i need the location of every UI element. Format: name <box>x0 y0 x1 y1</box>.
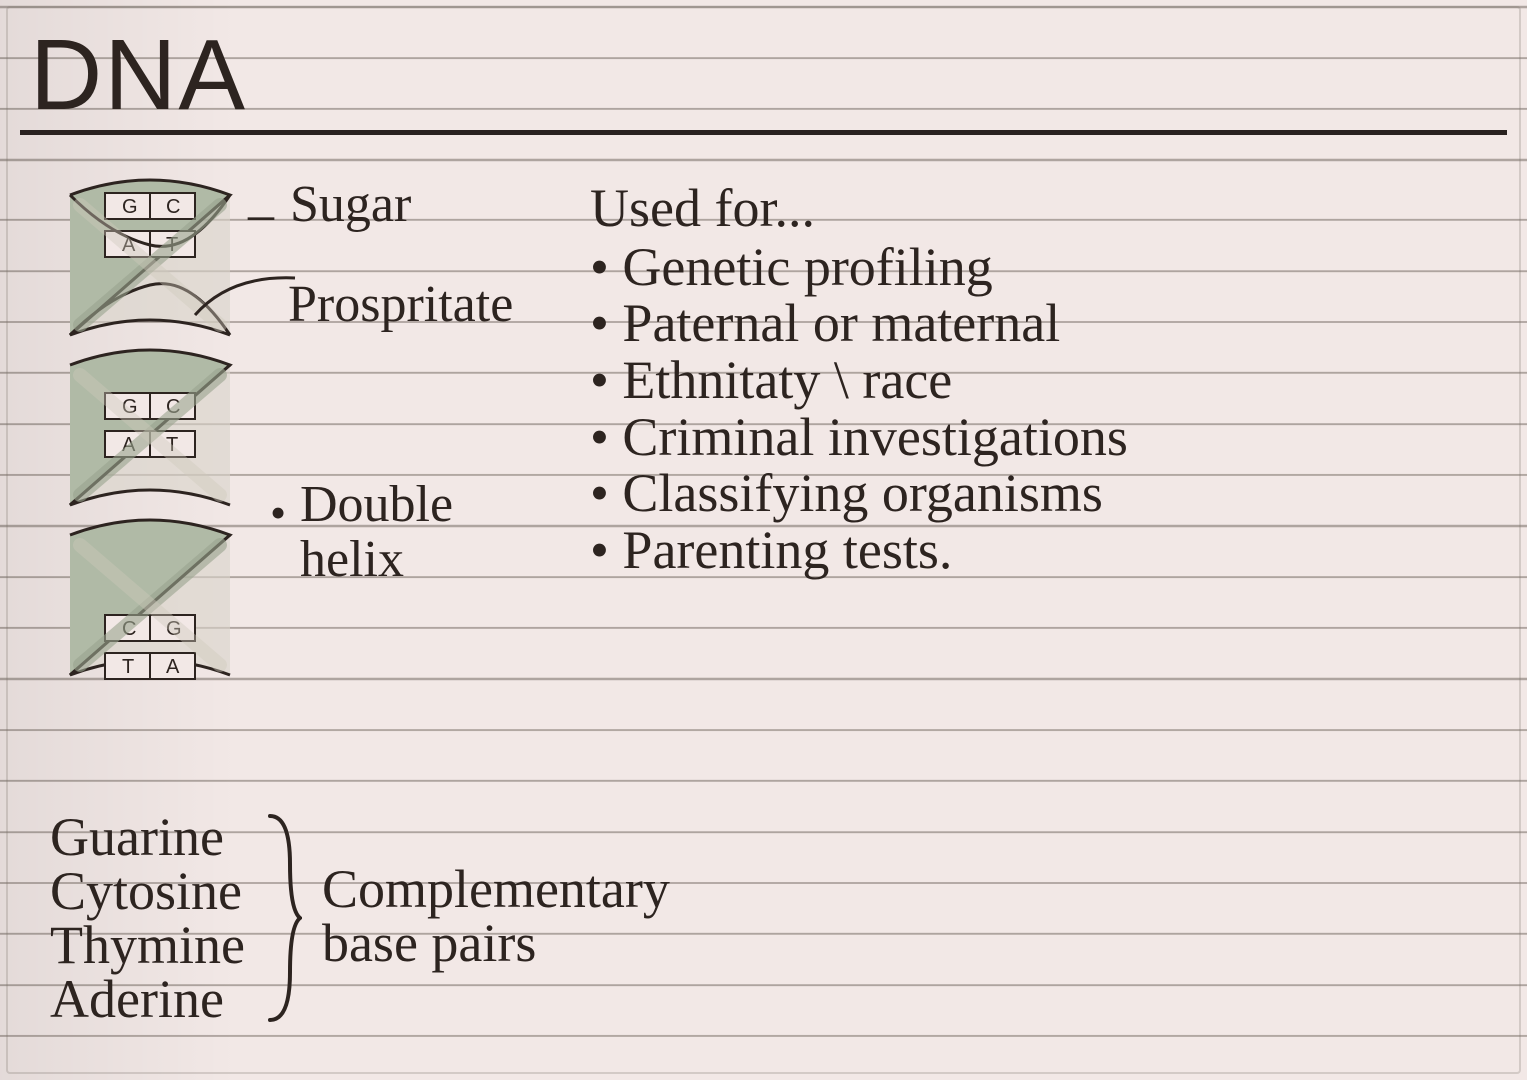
base-name: Thymine <box>50 918 245 972</box>
double-helix-leader: • <box>270 486 286 539</box>
phosphate-leader <box>190 270 300 330</box>
sugar-leader: – <box>248 185 274 244</box>
sugar-label: Sugar <box>290 178 411 233</box>
note-card: DNA G C A T <box>0 0 1527 1080</box>
rung-6-right: A <box>166 656 181 678</box>
helix-segment-3: C G T A <box>70 520 230 679</box>
uses-list: Genetic profiling Paternal or maternal E… <box>590 239 1128 579</box>
rung-1-left: G <box>122 196 140 218</box>
dna-helix-diagram: G C A T <box>50 175 250 705</box>
uses-item: Classifying organisms <box>590 465 1128 522</box>
bases-section: Guarine Cytosine Thymine Aderine Complem… <box>50 810 670 1035</box>
phosphate-label: Prospritate <box>288 278 513 333</box>
uses-section: Used for... Genetic profiling Paternal o… <box>590 180 1128 579</box>
base-name: Cytosine <box>50 864 245 918</box>
base-name: Guarine <box>50 810 245 864</box>
uses-item: Ethnitaty \ race <box>590 352 1128 409</box>
rung-1-right: C <box>166 196 182 218</box>
base-names: Guarine Cytosine Thymine Aderine <box>50 810 249 1026</box>
uses-item: Parenting tests. <box>590 522 1128 579</box>
helix-segment-2: G C A T <box>70 350 230 505</box>
uses-item: Paternal or maternal <box>590 295 1128 352</box>
uses-heading: Used for... <box>590 180 1128 237</box>
title-underline <box>20 130 1507 135</box>
uses-item: Criminal investigations <box>590 409 1128 466</box>
group-label: Complementary base pairs <box>322 810 670 970</box>
base-name: Aderine <box>50 972 245 1026</box>
rung-6-left: T <box>122 656 136 678</box>
double-helix-label: Double helix <box>300 478 453 587</box>
uses-item: Genetic profiling <box>590 239 1128 296</box>
page-title: DNA <box>30 18 247 133</box>
group-brace <box>262 810 308 1035</box>
